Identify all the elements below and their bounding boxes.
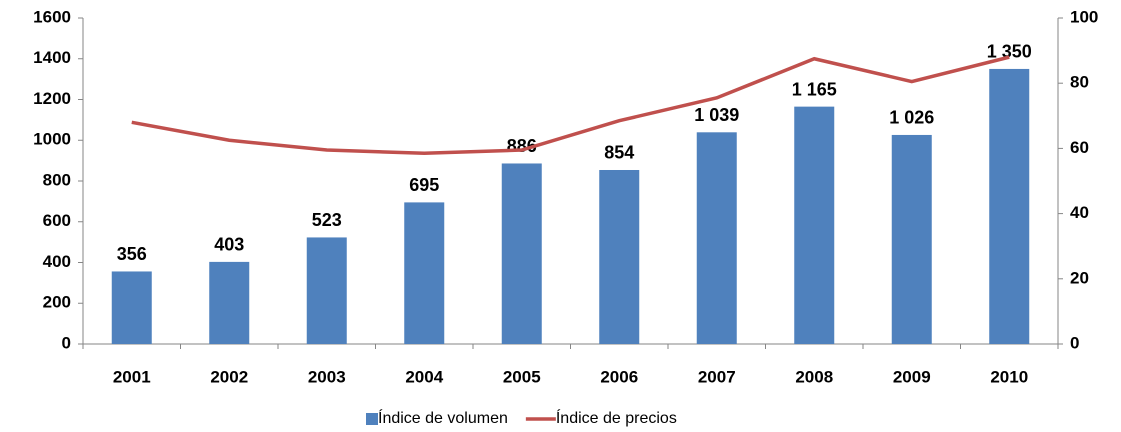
x-tick-label: 2008 — [795, 367, 833, 386]
x-tick-label: 2001 — [113, 367, 151, 386]
x-tick-label: 2007 — [698, 367, 736, 386]
legend-label: Índice de precios — [556, 408, 677, 427]
bar — [599, 169, 640, 344]
legend-swatch — [366, 413, 378, 425]
bar — [891, 134, 932, 344]
value-label: 523 — [312, 210, 342, 230]
bar — [501, 163, 542, 344]
y2-tick-label: 40 — [1070, 203, 1089, 222]
y-tick-label: 600 — [43, 211, 71, 230]
value-label: 854 — [604, 143, 634, 163]
value-label: 1 165 — [792, 79, 837, 99]
y2-tick-label: 100 — [1070, 7, 1098, 26]
y2-tick-label: 80 — [1070, 73, 1089, 92]
value-label: 1 350 — [987, 42, 1032, 62]
y-tick-label: 1600 — [33, 7, 71, 26]
value-label: 1 039 — [694, 105, 739, 125]
value-label: 1 026 — [889, 108, 934, 128]
bar — [209, 261, 250, 344]
y2-tick-label: 0 — [1070, 333, 1079, 352]
x-tick-label: 2006 — [600, 367, 638, 386]
value-label: 403 — [214, 235, 244, 255]
x-tick-label: 2004 — [405, 367, 443, 386]
legend-label: Índice de volumen — [378, 408, 508, 427]
bar — [111, 271, 152, 344]
y2-tick-label: 20 — [1070, 268, 1089, 287]
x-tick-label: 2002 — [210, 367, 248, 386]
x-tick-label: 2009 — [893, 367, 931, 386]
x-tick-label: 2005 — [503, 367, 541, 386]
y-tick-label: 1000 — [33, 130, 71, 149]
x-tick-label: 2010 — [990, 367, 1028, 386]
value-label: 695 — [409, 175, 439, 195]
y2-tick-label: 60 — [1070, 138, 1089, 157]
y-tick-label: 0 — [62, 333, 71, 352]
y-tick-label: 400 — [43, 252, 71, 271]
y-tick-label: 800 — [43, 170, 71, 189]
y-tick-label: 1200 — [33, 89, 71, 108]
bar — [306, 237, 347, 344]
y-tick-label: 1400 — [33, 48, 71, 67]
bar — [404, 202, 445, 344]
y-tick-label: 200 — [43, 293, 71, 312]
bar — [696, 132, 737, 344]
bar — [989, 68, 1030, 344]
x-tick-label: 2003 — [308, 367, 346, 386]
line — [131, 55, 1010, 156]
bar — [794, 106, 835, 344]
value-label: 356 — [117, 244, 147, 264]
